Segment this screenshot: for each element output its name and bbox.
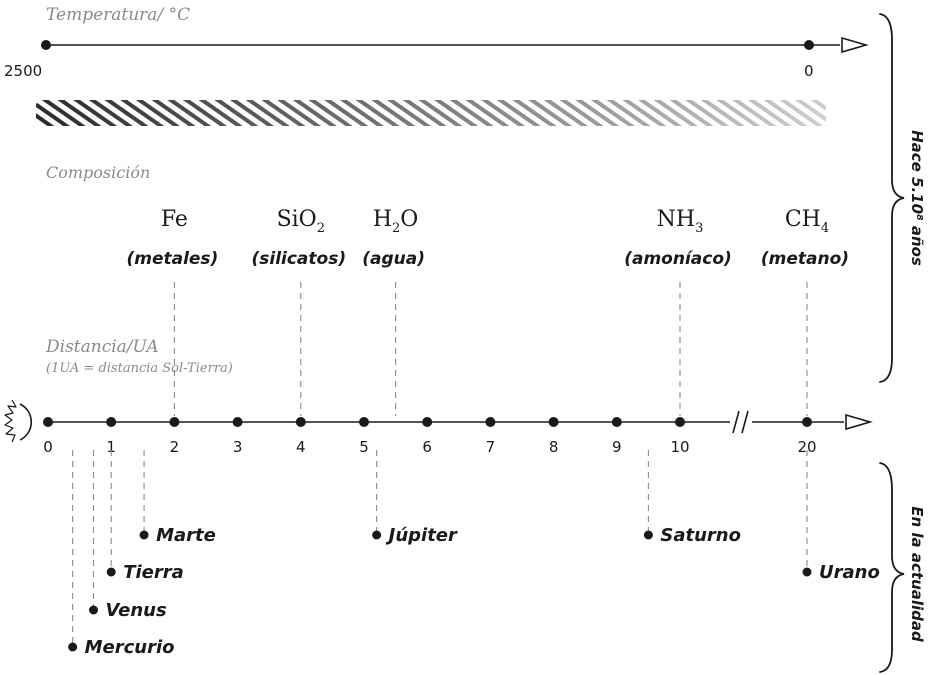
past-label: Hace 5.10⁸ años <box>908 130 926 266</box>
planet-label: Venus <box>106 600 167 621</box>
temperature-axis <box>41 36 869 54</box>
planet-label: Tierra <box>123 562 184 583</box>
past-brace <box>879 13 905 383</box>
axis-tick-label: 9 <box>612 438 622 456</box>
composition-group: Fe (metales) SiO2 (silicatos) H2O (agua) NH3 (a… <box>126 207 849 416</box>
axis-tick-label: 5 <box>359 438 369 456</box>
composition-title: Composición <box>46 163 150 182</box>
axis-tick-dot <box>169 417 180 427</box>
axis-tick-dot <box>232 417 243 427</box>
present-brace <box>879 462 905 673</box>
temperature-end-label: 0 <box>804 62 814 80</box>
planet-item: Saturno <box>643 450 741 546</box>
planet-dot <box>68 642 78 652</box>
axis-tick-label: 10 <box>670 438 689 456</box>
composition-name: (agua) <box>362 249 425 269</box>
axis-tick-label: 0 <box>43 438 53 456</box>
composition-item: CH4 (metano) <box>761 207 849 416</box>
composition-name: (amoníaco) <box>624 249 732 269</box>
planet-item: Mercurio <box>68 450 175 658</box>
composition-formula: CH4 <box>785 207 829 236</box>
axis-tick-label: 7 <box>486 438 496 456</box>
planet-label: Mercurio <box>85 637 175 658</box>
axis-tick-dot <box>548 417 559 427</box>
axis-tick-label: 3 <box>233 438 243 456</box>
planet-item: Júpiter <box>372 450 458 546</box>
planet-label: Júpiter <box>386 525 458 546</box>
axis-tick-dot <box>675 417 685 427</box>
axis-tick-label: 4 <box>296 438 306 456</box>
axis-tick-label: 8 <box>549 438 559 456</box>
composition-name: (metales) <box>126 249 218 269</box>
planets-group: Mercurio Venus Tierra Marte Júpiter Saturno Ur… <box>68 450 880 658</box>
composition-name: (metano) <box>761 249 849 269</box>
distance-subtitle: (1UA = distancia Sol-Tierra) <box>46 361 233 376</box>
sun-icon <box>4 399 33 443</box>
present-label: En la actualidad <box>908 506 926 642</box>
axis-tick-dot <box>422 417 433 427</box>
planet-dot <box>139 530 149 540</box>
composition-formula: Fe <box>161 207 188 232</box>
composition-item: SiO2 (silicatos) <box>251 207 346 416</box>
composition-item: H2O (agua) <box>362 207 425 416</box>
composition-item: Fe (metales) <box>126 207 218 416</box>
planet-dot <box>106 567 116 577</box>
composition-formula: H2O <box>373 207 419 236</box>
axis-tick-dot <box>611 417 622 427</box>
axis-tick-label: 20 <box>797 438 816 456</box>
temperature-title: Temperatura/ °C <box>46 5 190 25</box>
composition-item: NH3 (amoníaco) <box>624 207 732 416</box>
temperature-gradient-bar <box>36 100 826 126</box>
planet-dot <box>89 605 99 615</box>
planet-item: Tierra <box>106 450 184 583</box>
distance-ticks: 0 1 2 3 4 5 6 7 8 9 10 20 <box>43 417 817 456</box>
planet-dot <box>372 530 382 540</box>
axis-tick-dot <box>359 417 369 427</box>
planet-item: Marte <box>139 450 216 546</box>
planet-label: Saturno <box>660 525 741 546</box>
axis-tick-label: 1 <box>106 438 116 456</box>
planet-label: Marte <box>156 525 216 546</box>
distance-title: Distancia/UA <box>45 337 159 357</box>
planet-dot <box>802 567 812 577</box>
planet-dot <box>643 530 653 540</box>
axis-break-icon <box>732 410 749 434</box>
planet-label: Urano <box>819 562 880 583</box>
axis-tick-dot <box>802 417 812 427</box>
axis-tick-dot <box>295 417 306 427</box>
composition-formula: NH3 <box>657 207 704 236</box>
axis-tick-dot <box>485 417 496 427</box>
axis-tick-dot <box>106 417 117 427</box>
composition-name: (silicatos) <box>251 249 346 269</box>
planet-item: Venus <box>89 450 167 621</box>
axis-tick-dot <box>43 417 53 427</box>
axis-tick-label: 6 <box>422 438 432 456</box>
composition-formula: SiO2 <box>277 207 325 236</box>
axis-tick-label: 2 <box>170 438 180 456</box>
planet-item: Urano <box>802 450 880 583</box>
temperature-start-label: 2500 <box>4 62 42 80</box>
